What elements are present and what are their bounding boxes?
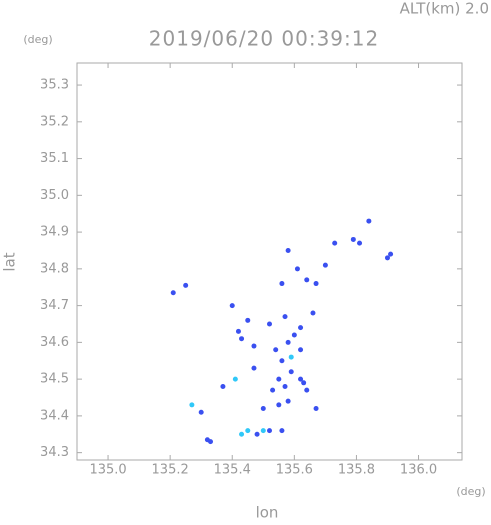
y-tick-label: 34.8	[40, 261, 69, 276]
echo-point	[285, 339, 291, 345]
echo-point	[304, 387, 310, 393]
y-tick-label: 35.1	[40, 151, 69, 166]
echo-point	[366, 218, 372, 224]
echo-point	[232, 376, 238, 382]
echo-point	[298, 376, 304, 382]
x-tick-label: 135.8	[338, 463, 375, 478]
echo-point	[183, 282, 189, 288]
echo-point	[170, 290, 176, 296]
y-tick-label: 34.4	[40, 408, 69, 423]
echo-point	[285, 398, 291, 404]
echo-point	[285, 247, 291, 253]
x-tick-label: 135.4	[214, 463, 251, 478]
echo-point	[388, 251, 394, 257]
echo-point	[220, 383, 226, 389]
y-tick-label: 34.5	[40, 372, 69, 387]
echo-point	[260, 428, 266, 434]
echo-point	[198, 409, 204, 415]
echo-point	[279, 281, 285, 287]
echo-point	[301, 380, 307, 386]
echo-point	[357, 240, 363, 246]
echo-point	[229, 303, 235, 309]
echo-point	[254, 431, 260, 437]
echo-point	[245, 317, 251, 323]
echo-point	[288, 369, 294, 375]
echo-point	[273, 347, 279, 353]
x-tick-label: 136.0	[400, 463, 437, 478]
echo-point	[310, 310, 316, 316]
echo-point	[245, 428, 251, 434]
y-tick-label: 34.9	[40, 225, 69, 240]
echo-point	[270, 387, 276, 393]
echo-point	[298, 347, 304, 353]
x-unit: (deg)	[456, 485, 485, 498]
echo-point	[313, 281, 319, 287]
echo-point	[282, 383, 288, 389]
chart-title: 2019/06/20 00:39:12	[149, 27, 379, 51]
echo-point	[279, 428, 285, 434]
x-tick-label: 135.6	[276, 463, 313, 478]
echo-point	[298, 325, 304, 331]
y-tick-label: 34.6	[40, 335, 69, 350]
echo-point	[276, 402, 282, 408]
echo-point	[267, 428, 272, 434]
echo-point	[384, 255, 390, 261]
echo-point	[189, 402, 195, 408]
echo-point	[251, 343, 257, 349]
echo-point	[208, 439, 214, 445]
echo-point	[322, 262, 328, 268]
y-tick-label: 35.3	[40, 78, 69, 93]
echo-point	[260, 406, 266, 412]
y-tick-label: 34.7	[40, 298, 69, 313]
echo-point	[313, 406, 319, 412]
echo-point	[276, 376, 282, 382]
x-tick-label: 135.0	[89, 463, 126, 478]
echo-point	[291, 332, 297, 338]
subtitle: ALT(km) 2.0	[400, 0, 489, 18]
y-tick-label: 35.2	[40, 114, 69, 129]
x-tick-label: 135.2	[152, 463, 189, 478]
y-tick-label: 35.0	[40, 188, 69, 203]
echo-point	[235, 328, 241, 334]
echo-point	[267, 321, 272, 327]
echo-point	[239, 336, 245, 342]
y-tick-label: 34.3	[40, 445, 69, 460]
echo-point	[251, 365, 257, 371]
echo-point	[332, 240, 338, 246]
y-unit: (deg)	[23, 33, 52, 46]
y-axis-label: lat	[1, 252, 19, 271]
echo-point	[239, 431, 245, 437]
plot-frame	[76, 62, 463, 461]
echo-point	[279, 358, 285, 364]
x-axis-label: lon	[256, 504, 279, 522]
echo-point	[304, 277, 310, 283]
echo-point	[288, 354, 294, 360]
echo-point	[282, 314, 288, 320]
echo-point	[350, 236, 356, 242]
echo-point	[294, 266, 300, 272]
